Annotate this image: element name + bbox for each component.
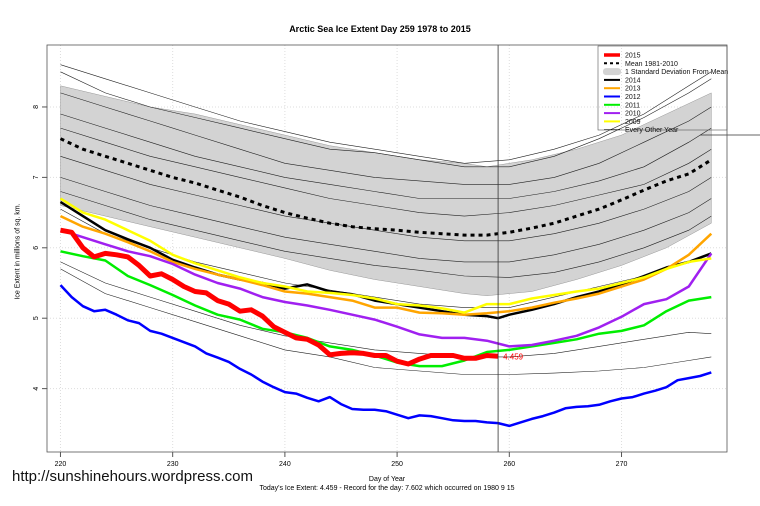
legend-swatch-band [603,68,621,76]
series-line-2013 [59,214,713,316]
legend-label: 2012 [625,94,641,101]
series-line-2011 [60,250,712,368]
legend-label: 2015 [625,53,641,60]
other-year-line [60,268,712,375]
x-axis-label: Day of Year [368,476,406,483]
other-year-line [60,261,712,358]
y-tick-label: 8 [33,105,40,109]
other-year-line [60,92,712,185]
legend-label: 2011 [625,102,640,109]
legend-label: 1 Standard Deviation From Mean [625,69,728,76]
legend-label: 2013 [625,86,641,93]
series-line-2009 [59,197,712,314]
legend-box [597,45,728,131]
other-year-line [60,113,712,199]
series-line-2010 [60,229,713,348]
x-tick-label: 270 [616,461,628,468]
x-tick-label: 260 [503,461,515,468]
y-tick-label: 4 [33,387,40,391]
legend-label: Every Other Year [625,127,679,134]
series-line-2015 [60,227,499,367]
std-deviation-band [60,85,712,296]
legend-label: 2014 [625,77,641,84]
x-tick-label: 240 [279,461,291,468]
other-year-line [60,71,712,168]
footer-note: Today's Ice Extent: 4.459 - Record for t… [259,485,515,492]
end-value-label: 4.459 [503,352,524,361]
series-line-mean-1981-2010 [59,137,713,237]
watermark-url: http://sunshinehours.wordpress.com [12,468,253,485]
plot-frame [46,44,728,453]
other-year-line [60,191,712,278]
x-tick-label: 230 [167,461,179,468]
chart-title: Arctic Sea Ice Extent Day 259 1978 to 20… [289,24,471,34]
y-tick-label: 7 [33,175,40,179]
series-line-2012 [59,284,712,428]
other-year-line [60,177,712,263]
y-tick-label: 5 [33,316,40,320]
x-tick-label: 220 [55,461,67,468]
legend-label: 2009 [625,119,641,126]
other-year-line [60,127,712,217]
other-year-line [60,64,712,164]
legend-label: Mean 1981-2010 [625,61,678,68]
y-tick-label: 6 [33,246,40,250]
legend-label: 2010 [625,111,641,118]
other-year-line [60,156,712,242]
x-tick-label: 250 [391,461,403,468]
